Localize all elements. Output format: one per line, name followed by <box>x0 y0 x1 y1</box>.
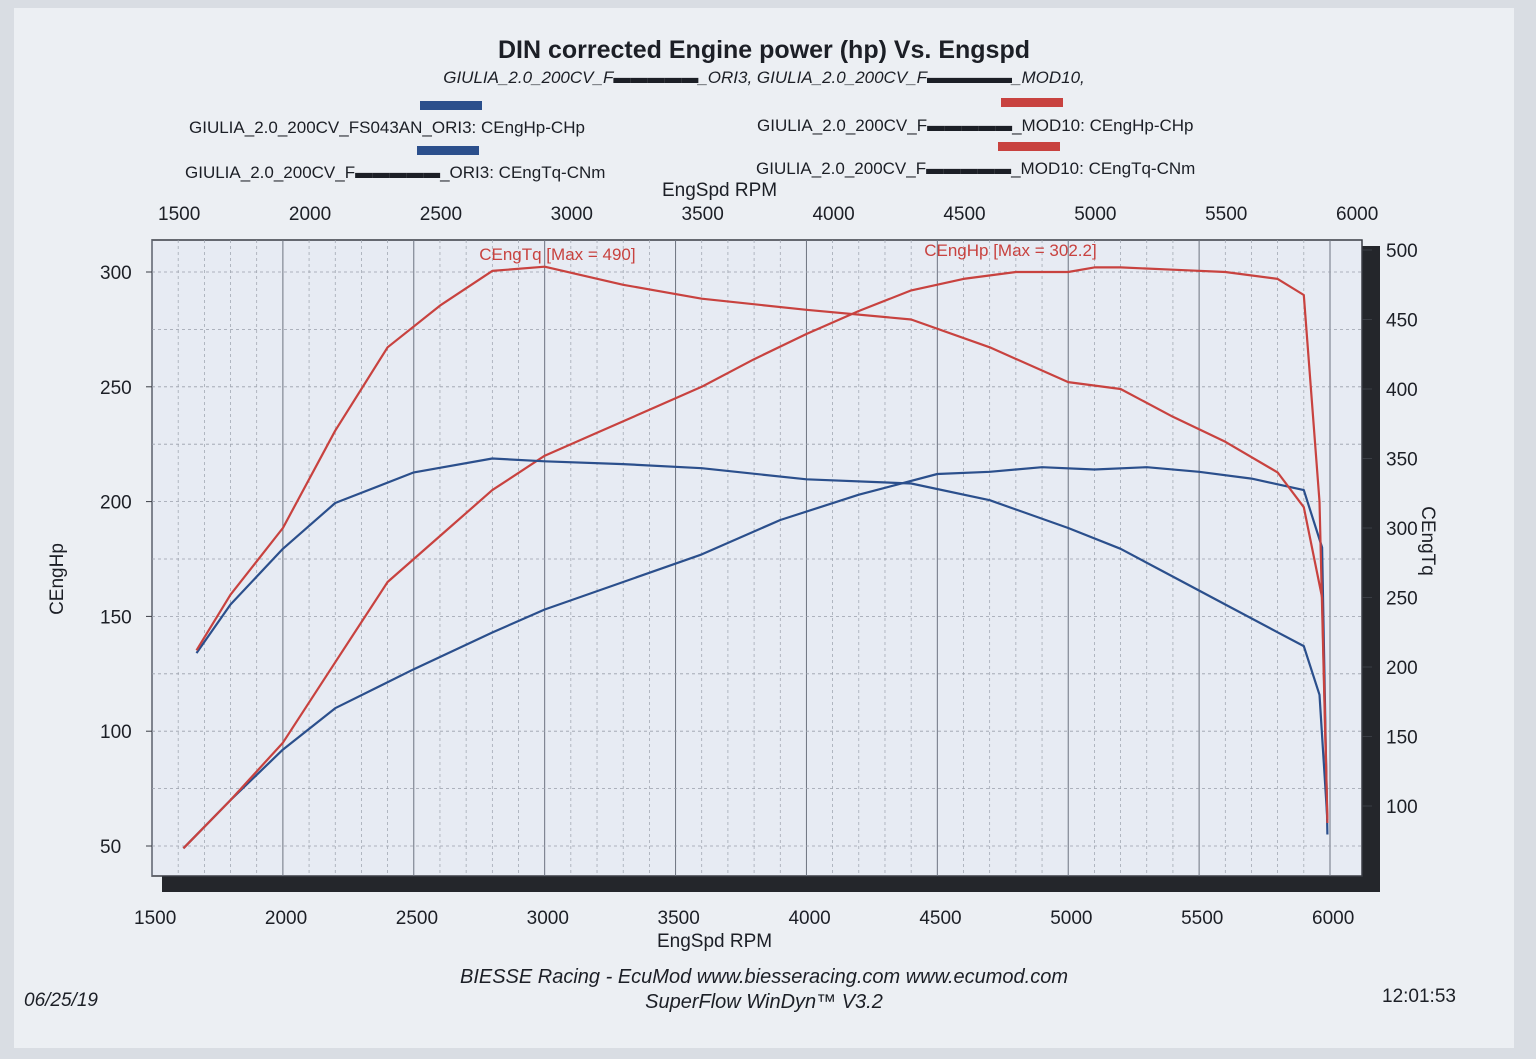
x-tick-label-bottom: 3500 <box>658 908 700 929</box>
x-tick-label-top: 4000 <box>812 204 854 225</box>
x-tick-label-top: 1500 <box>158 204 200 225</box>
print-date: 06/25/19 <box>24 990 98 1011</box>
plot-area <box>151 239 1363 877</box>
legend-swatch-ori3-hp <box>420 101 482 110</box>
x-tick-label-bottom: 1500 <box>134 908 176 929</box>
x-tick-label-top: 3500 <box>682 204 724 225</box>
chart-title: DIN corrected Engine power (hp) Vs. Engs… <box>497 36 1030 64</box>
x-tick-label-bottom: 4000 <box>788 908 830 929</box>
x-tick-label-bottom: 5500 <box>1181 908 1223 929</box>
legend-label-ori3-hp: GIULIA_2.0_200CV_FS043AN_ORI3: CEngHp-CH… <box>189 118 585 137</box>
y-left-tick-label: 150 <box>100 607 132 628</box>
series-line-3 <box>195 265 1329 820</box>
x-tick-label-bottom: 5000 <box>1050 908 1092 929</box>
x-tick-label-top: 4500 <box>943 204 985 225</box>
x-tick-label-top: 2500 <box>420 204 462 225</box>
y-right-tick-label: 350 <box>1386 450 1418 471</box>
footer-credits: BIESSE Racing - EcuMod www.biesseracing.… <box>459 966 1068 988</box>
legend-label-ori3-tq: GIULIA_2.0_200CV_F▬▬▬▬▬_ORI3: CEngTq-CNm <box>185 163 606 182</box>
x-tick-label-top: 5000 <box>1074 204 1116 225</box>
x-tick-label-bottom: 4500 <box>919 908 961 929</box>
y-left-tick-label: 200 <box>100 493 132 514</box>
print-time: 12:01:53 <box>1382 986 1456 1007</box>
x-tick-label-top: 6000 <box>1336 204 1378 225</box>
x-axis-title-top: EngSpd RPM <box>662 180 778 201</box>
y-right-tick-label: 100 <box>1386 797 1418 818</box>
y-left-tick-label: 100 <box>100 722 132 743</box>
y-left-tick-label: 300 <box>100 263 132 284</box>
series-line-0 <box>182 466 1329 850</box>
y-right-tick-label: 300 <box>1386 519 1418 540</box>
series-line-1 <box>182 266 1329 850</box>
x-tick-label-top: 5500 <box>1205 204 1247 225</box>
series-line-2 <box>195 457 1329 820</box>
y-left-tick-label: 50 <box>100 837 121 858</box>
x-tick-label-bottom: 2000 <box>265 908 307 929</box>
x-tick-label-bottom: 6000 <box>1312 908 1354 929</box>
legend-label-mod10-hp: GIULIA_2.0_200CV_F▬▬▬▬▬_MOD10: CEngHp-CH… <box>757 116 1194 135</box>
legend-swatch-mod10-hp <box>1001 98 1063 107</box>
legend-swatch-mod10-tq <box>998 142 1060 151</box>
annotation-max-torque: CEngTq [Max = 490] <box>479 245 635 264</box>
footer-software: SuperFlow WinDyn™ V3.2 <box>645 991 883 1013</box>
x-axis-title-bottom: EngSpd RPM <box>657 931 773 952</box>
x-tick-label-top: 3000 <box>551 204 593 225</box>
y-right-tick-label: 150 <box>1386 728 1418 749</box>
y-right-tick-label: 250 <box>1386 589 1418 610</box>
y-right-tick-label: 450 <box>1386 311 1418 332</box>
legend-swatch-ori3-tq <box>417 146 479 155</box>
annotation-max-power: CEngHp [Max = 302.2] <box>924 241 1096 260</box>
y-right-tick-label: 200 <box>1386 658 1418 679</box>
y-right-tick-label: 500 <box>1386 241 1418 262</box>
y-left-tick-label: 250 <box>100 378 132 399</box>
x-tick-label-bottom: 2500 <box>396 908 438 929</box>
x-tick-label-bottom: 3000 <box>527 908 569 929</box>
x-tick-label-top: 2000 <box>289 204 331 225</box>
y-right-tick-label: 400 <box>1386 380 1418 401</box>
chart-subtitle: GIULIA_2.0_200CV_F▬▬▬▬▬_ORI3, GIULIA_2.0… <box>443 68 1085 87</box>
legend-label-mod10-tq: GIULIA_2.0_200CV_F▬▬▬▬▬_MOD10: CEngTq-CN… <box>756 159 1196 178</box>
